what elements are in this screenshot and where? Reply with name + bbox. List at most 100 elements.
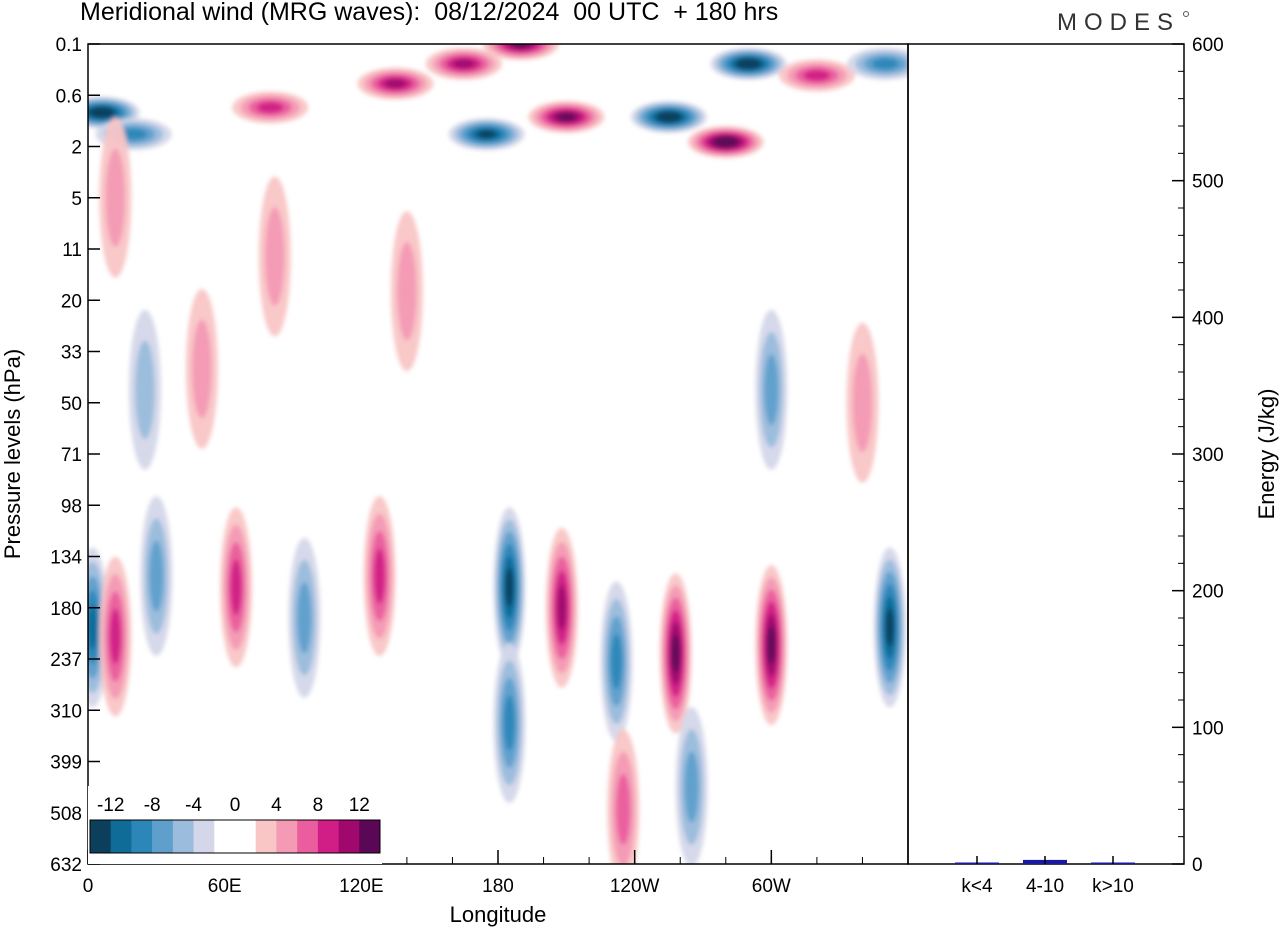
contour-level (671, 634, 680, 673)
energy-category-label: k>10 (1092, 876, 1134, 897)
colorbar-label: -4 (185, 795, 202, 816)
energy-tick-label: 400 (1192, 308, 1224, 329)
contour-feature (448, 118, 525, 151)
colorbar-swatch (297, 820, 319, 853)
contour-level (452, 59, 475, 69)
contour-level (557, 584, 567, 631)
x-tick-label: 60E (208, 876, 242, 897)
contour-feature (630, 100, 707, 133)
energy-category-label: 4-10 (1026, 876, 1064, 897)
contour-feature (710, 47, 787, 80)
contour-level (120, 128, 147, 140)
contour-level (373, 548, 386, 604)
colorbar-label: -8 (144, 795, 161, 816)
contour-feature (288, 537, 321, 698)
contour-feature (675, 707, 708, 864)
colorbar-swatch (235, 820, 257, 853)
y-tick-label: 632 (50, 855, 82, 876)
contour-level (88, 604, 98, 651)
registered-mark-icon (1183, 11, 1189, 17)
contour-level (511, 44, 530, 48)
energy-category-label: k<4 (961, 876, 993, 897)
energy-tick-label: 100 (1192, 718, 1224, 739)
energy-tick-label: 500 (1192, 172, 1224, 193)
contour-level (557, 113, 576, 121)
contour-level (93, 109, 110, 116)
contour-feature (847, 47, 908, 80)
colorbar-swatch (317, 820, 339, 853)
contour-level (149, 540, 164, 612)
contour-level (135, 340, 155, 439)
contour-feature (846, 322, 879, 483)
colorbar-swatch (255, 820, 277, 853)
y-tick-label: 71 (61, 445, 82, 466)
contour-feature (482, 44, 559, 60)
y-tick-label: 134 (50, 548, 82, 569)
y-axis-label: Pressure levels (hPa) (0, 349, 25, 559)
contour-level (264, 207, 285, 306)
x-tick-label: 0 (83, 876, 94, 897)
contour-feature (128, 309, 161, 470)
contour-level (109, 608, 121, 665)
colorbar-swatch (110, 820, 132, 853)
y-tick-label: 20 (61, 291, 82, 312)
contour-level (505, 567, 514, 607)
energy-frame (907, 43, 1185, 865)
contour-feature (220, 507, 253, 668)
contour-feature (778, 59, 855, 92)
contour-level (192, 319, 212, 419)
x-tick-label: 60W (752, 876, 791, 897)
contour-level (740, 60, 757, 68)
colorbar-label: 8 (313, 795, 324, 816)
y-tick-label: 50 (61, 394, 82, 415)
colorbar-label: 4 (271, 795, 282, 816)
colorbar-swatch (276, 820, 298, 853)
contour-level (660, 113, 677, 121)
y-tick-label: 11 (62, 240, 82, 261)
contour-level (503, 695, 515, 751)
y-tick-label: 237 (50, 650, 82, 671)
contour-level (397, 242, 417, 341)
energy-tick-label: 300 (1192, 445, 1224, 466)
contour-level (616, 773, 631, 845)
colorbar-swatch (338, 820, 360, 853)
chart-title: Meridional wind (MRG waves): 08/12/2024 … (80, 0, 779, 26)
y-tick-label: 2 (71, 138, 82, 159)
contour-feature (425, 47, 502, 80)
colorbar-label: 12 (349, 795, 370, 816)
colorbar-swatch (131, 820, 153, 853)
contour-feature (755, 565, 788, 726)
contour-feature (232, 91, 309, 124)
colorbar-swatch (193, 820, 215, 853)
y-tick-label: 508 (50, 804, 82, 825)
contour-feature (258, 176, 291, 337)
x-axis-label: Longitude (450, 902, 547, 927)
y-tick-label: 33 (61, 343, 82, 364)
contour-level (767, 625, 776, 665)
contour-level (852, 353, 873, 452)
contour-level (297, 582, 312, 654)
y-tick-label: 0.6 (56, 86, 82, 107)
energy-tick-label: 0 (1192, 855, 1203, 876)
contour-level (105, 148, 126, 247)
y-tick-label: 310 (50, 701, 82, 722)
x-tick-label: 180 (482, 876, 514, 897)
contour-level (803, 69, 831, 82)
contour-level (384, 79, 407, 89)
y-tick-label: 98 (61, 496, 82, 517)
contour-feature (545, 527, 578, 688)
contour-feature (99, 117, 132, 278)
energy-tick-label: 600 (1192, 35, 1224, 56)
contour-level (885, 607, 894, 647)
contour-level (684, 751, 699, 823)
colorbar-swatch (152, 820, 174, 853)
contour-feature (390, 211, 423, 372)
contour-feature (493, 507, 526, 668)
contour-feature (140, 496, 173, 657)
colorbar-swatch (214, 820, 236, 853)
contour-level (764, 354, 779, 426)
modes-logo: MODES (1057, 9, 1181, 36)
energy-tick-label: 200 (1192, 582, 1224, 603)
contour-feature (755, 309, 788, 470)
